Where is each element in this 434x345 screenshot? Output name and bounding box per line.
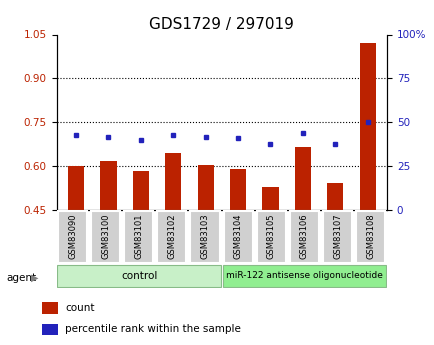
Bar — [100, 161, 116, 342]
Text: agent: agent — [7, 273, 36, 283]
Bar — [326, 183, 342, 342]
Text: GSM83102: GSM83102 — [168, 213, 176, 259]
Text: GSM83107: GSM83107 — [332, 213, 341, 259]
Text: GSM83106: GSM83106 — [299, 213, 308, 259]
Bar — [58, 211, 87, 263]
Bar — [68, 167, 84, 342]
Bar — [43, 324, 58, 335]
Text: percentile rank within the sample: percentile rank within the sample — [65, 324, 241, 334]
Text: control: control — [121, 271, 157, 281]
Text: GSM83100: GSM83100 — [102, 213, 110, 259]
Bar — [190, 211, 219, 263]
Bar — [197, 165, 213, 342]
Bar — [355, 211, 384, 263]
Bar — [262, 187, 278, 342]
Bar — [223, 265, 385, 287]
Bar — [157, 211, 186, 263]
Bar — [124, 211, 153, 263]
Bar — [132, 171, 148, 342]
Text: GSM83104: GSM83104 — [233, 213, 242, 259]
Title: GDS1729 / 297019: GDS1729 / 297019 — [149, 17, 294, 32]
Bar — [322, 211, 351, 263]
Text: count: count — [65, 303, 95, 313]
Bar — [57, 265, 220, 287]
Text: ▶: ▶ — [31, 273, 39, 283]
Bar — [289, 211, 318, 263]
Text: GSM83105: GSM83105 — [266, 213, 275, 259]
Bar — [359, 43, 375, 342]
Text: GSM83108: GSM83108 — [365, 213, 374, 259]
Bar — [43, 302, 58, 314]
Text: GSM83101: GSM83101 — [135, 213, 143, 259]
Bar — [230, 169, 246, 342]
Bar — [294, 147, 310, 342]
Bar — [165, 153, 181, 342]
Bar — [223, 211, 252, 263]
Text: GSM83103: GSM83103 — [201, 213, 209, 259]
Bar — [256, 211, 285, 263]
Bar — [91, 211, 120, 263]
Text: miR-122 antisense oligonucleotide: miR-122 antisense oligonucleotide — [226, 272, 382, 280]
Text: GSM83090: GSM83090 — [69, 213, 77, 259]
